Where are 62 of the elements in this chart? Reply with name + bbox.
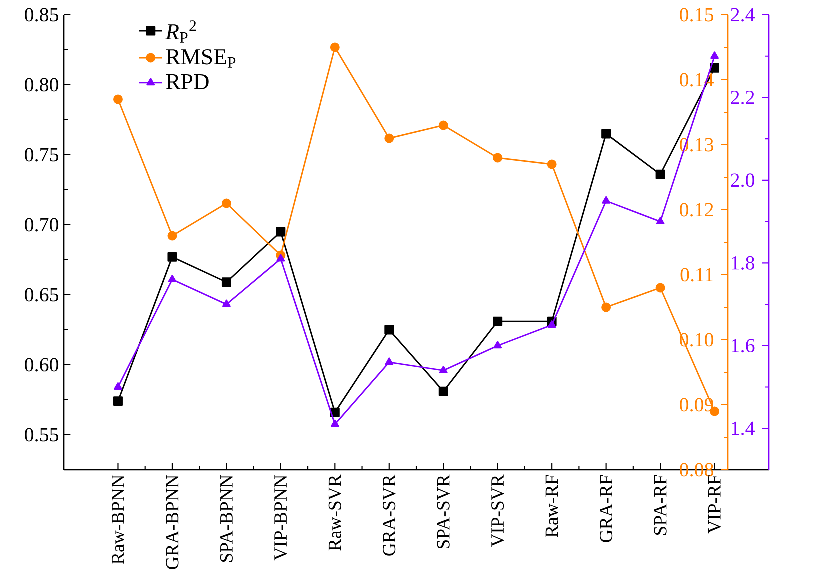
point (114, 396, 123, 406)
point (114, 94, 123, 104)
y-tick-label: 0.80 (25, 78, 59, 92)
point (602, 129, 612, 139)
point (276, 227, 286, 237)
x-tick-label: VIP-RF (708, 475, 722, 534)
point (222, 300, 231, 308)
y2-tick-label: 0.15 (680, 8, 714, 22)
x-tick-label: GRA-SVR (383, 474, 396, 556)
point (222, 278, 232, 288)
legend-label: R$_{P}$2 (166, 20, 196, 43)
x-tick-label: GRA-BPNN (166, 475, 179, 570)
point (656, 217, 665, 225)
point (330, 420, 340, 428)
point (493, 153, 503, 163)
point (384, 325, 394, 335)
point (548, 320, 556, 328)
y3-tick-label: 2.4 (731, 8, 755, 22)
point (439, 366, 448, 374)
y-tick-label: 0.55 (25, 428, 59, 442)
y-tick-label: 0.65 (25, 288, 59, 302)
y3-tick-label: 2.2 (731, 90, 754, 104)
y3-tick-label: 1.6 (732, 339, 755, 353)
point (710, 52, 719, 60)
point (276, 254, 286, 262)
point (602, 302, 612, 312)
point (330, 42, 340, 52)
x-tick-label: VIP-BPNN (274, 475, 288, 561)
x-tick-label: SPA-SVR (437, 474, 450, 548)
point (114, 382, 122, 390)
legend-label: RMSE$_{P}$ (166, 49, 236, 68)
y3-tick-label: 1.4 (732, 422, 755, 436)
x-tick-label: VIP-SVR (492, 474, 504, 548)
x-tick-label: GRA-RF (600, 475, 613, 542)
y-tick-label: 0.75 (25, 148, 59, 162)
legend-label: RPD (166, 74, 209, 90)
y2-tick-label: 0.11 (680, 268, 714, 282)
x-tick-label: Raw-BPNN (112, 475, 124, 564)
point (547, 160, 557, 170)
point (438, 120, 448, 130)
point (438, 386, 448, 396)
point (656, 283, 666, 293)
point (656, 170, 666, 180)
x-tick-label: Raw-RF (546, 475, 558, 538)
y3-tick-label: 1.8 (732, 256, 755, 270)
y2-tick-label: 0.12 (680, 203, 714, 217)
x-tick-label: Raw-SVR (328, 474, 342, 551)
x-tick-label: SPA-BPNN (220, 475, 233, 562)
y-tick-label: 0.60 (25, 358, 59, 372)
y-tick-label: 0.85 (25, 8, 59, 22)
point (168, 252, 178, 262)
point (384, 134, 394, 144)
point (493, 316, 503, 326)
point (602, 196, 611, 204)
y3-tick-label: 2.0 (731, 174, 755, 188)
point (168, 231, 178, 241)
x-tick-label: SPA-RF (654, 475, 667, 536)
point (494, 341, 502, 349)
point (168, 274, 177, 282)
point (222, 198, 232, 208)
y-tick-label: 0.70 (25, 218, 59, 232)
point (385, 358, 394, 366)
